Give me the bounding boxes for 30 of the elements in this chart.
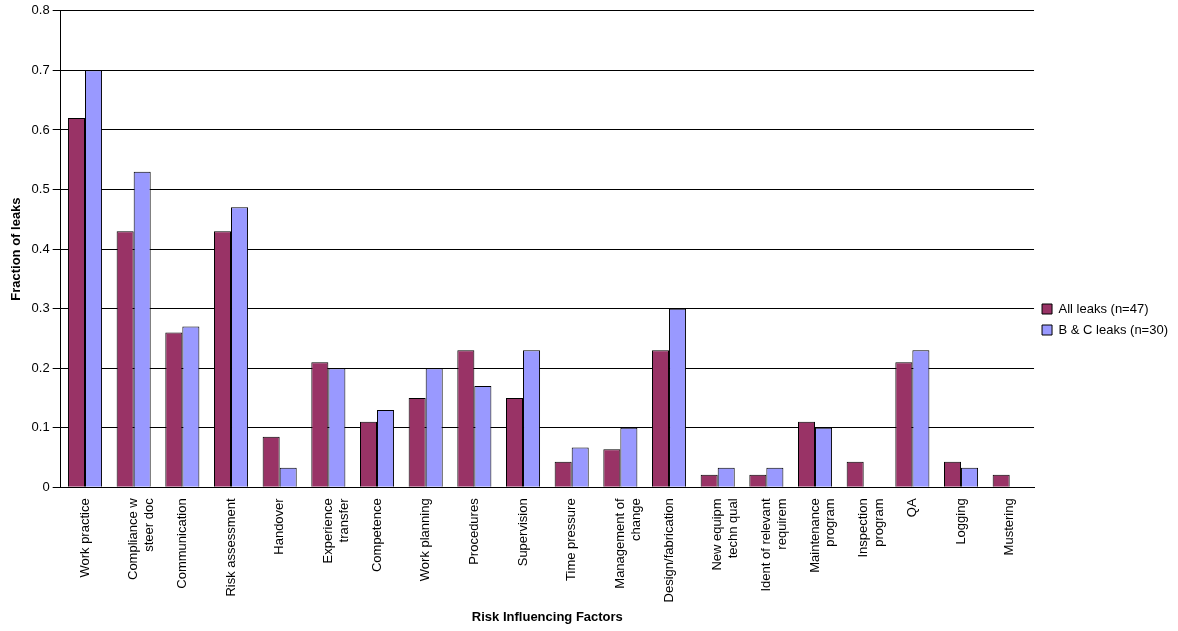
- x-tick-label: New equipm techn qual: [709, 498, 740, 571]
- x-tick-label: Management of change: [611, 497, 643, 589]
- legend-label: B & C leaks (n=30): [1058, 321, 1168, 337]
- x-tick-label: Risk assessment: [222, 497, 238, 597]
- x-tick-label: Supervision: [514, 498, 530, 567]
- y-tick-label: 0: [42, 478, 50, 494]
- y-tick-label: 0.8: [31, 2, 50, 18]
- y-tick-label: 0.7: [31, 61, 50, 77]
- y-tick-label: 0.6: [31, 121, 50, 137]
- x-tick-label: Work planning: [417, 498, 433, 582]
- x-tick-label: Logging: [952, 498, 968, 545]
- x-tick-label: Handover: [271, 497, 287, 555]
- y-tick-label: 0.3: [31, 300, 50, 316]
- y-axis-title: Fraction of leaks: [8, 197, 24, 301]
- legend-label: All leaks (n=47): [1058, 300, 1149, 316]
- x-tick-label: Compliance w steer doc: [125, 497, 156, 580]
- y-tick-label: 0.5: [31, 181, 50, 197]
- x-tick-label: Time pressure: [563, 498, 579, 581]
- x-axis-title: Risk Influencing Factors: [471, 608, 623, 624]
- y-tick-label: 0.1: [31, 419, 50, 435]
- x-tick-label: Experience transfer: [319, 497, 351, 564]
- x-tick-label: Design/fabrication: [660, 498, 676, 603]
- x-tick-label: QA: [903, 498, 919, 518]
- x-tick-label: Communication: [173, 498, 189, 589]
- y-tick-label: 0.4: [31, 240, 50, 256]
- x-tick-label: Competence: [368, 498, 384, 573]
- x-tick-label: Work practice: [76, 498, 92, 578]
- x-tick-label: Mustering: [1001, 498, 1017, 556]
- x-tick-label: Procedures: [465, 497, 481, 565]
- y-tick-label: 0.2: [31, 359, 50, 375]
